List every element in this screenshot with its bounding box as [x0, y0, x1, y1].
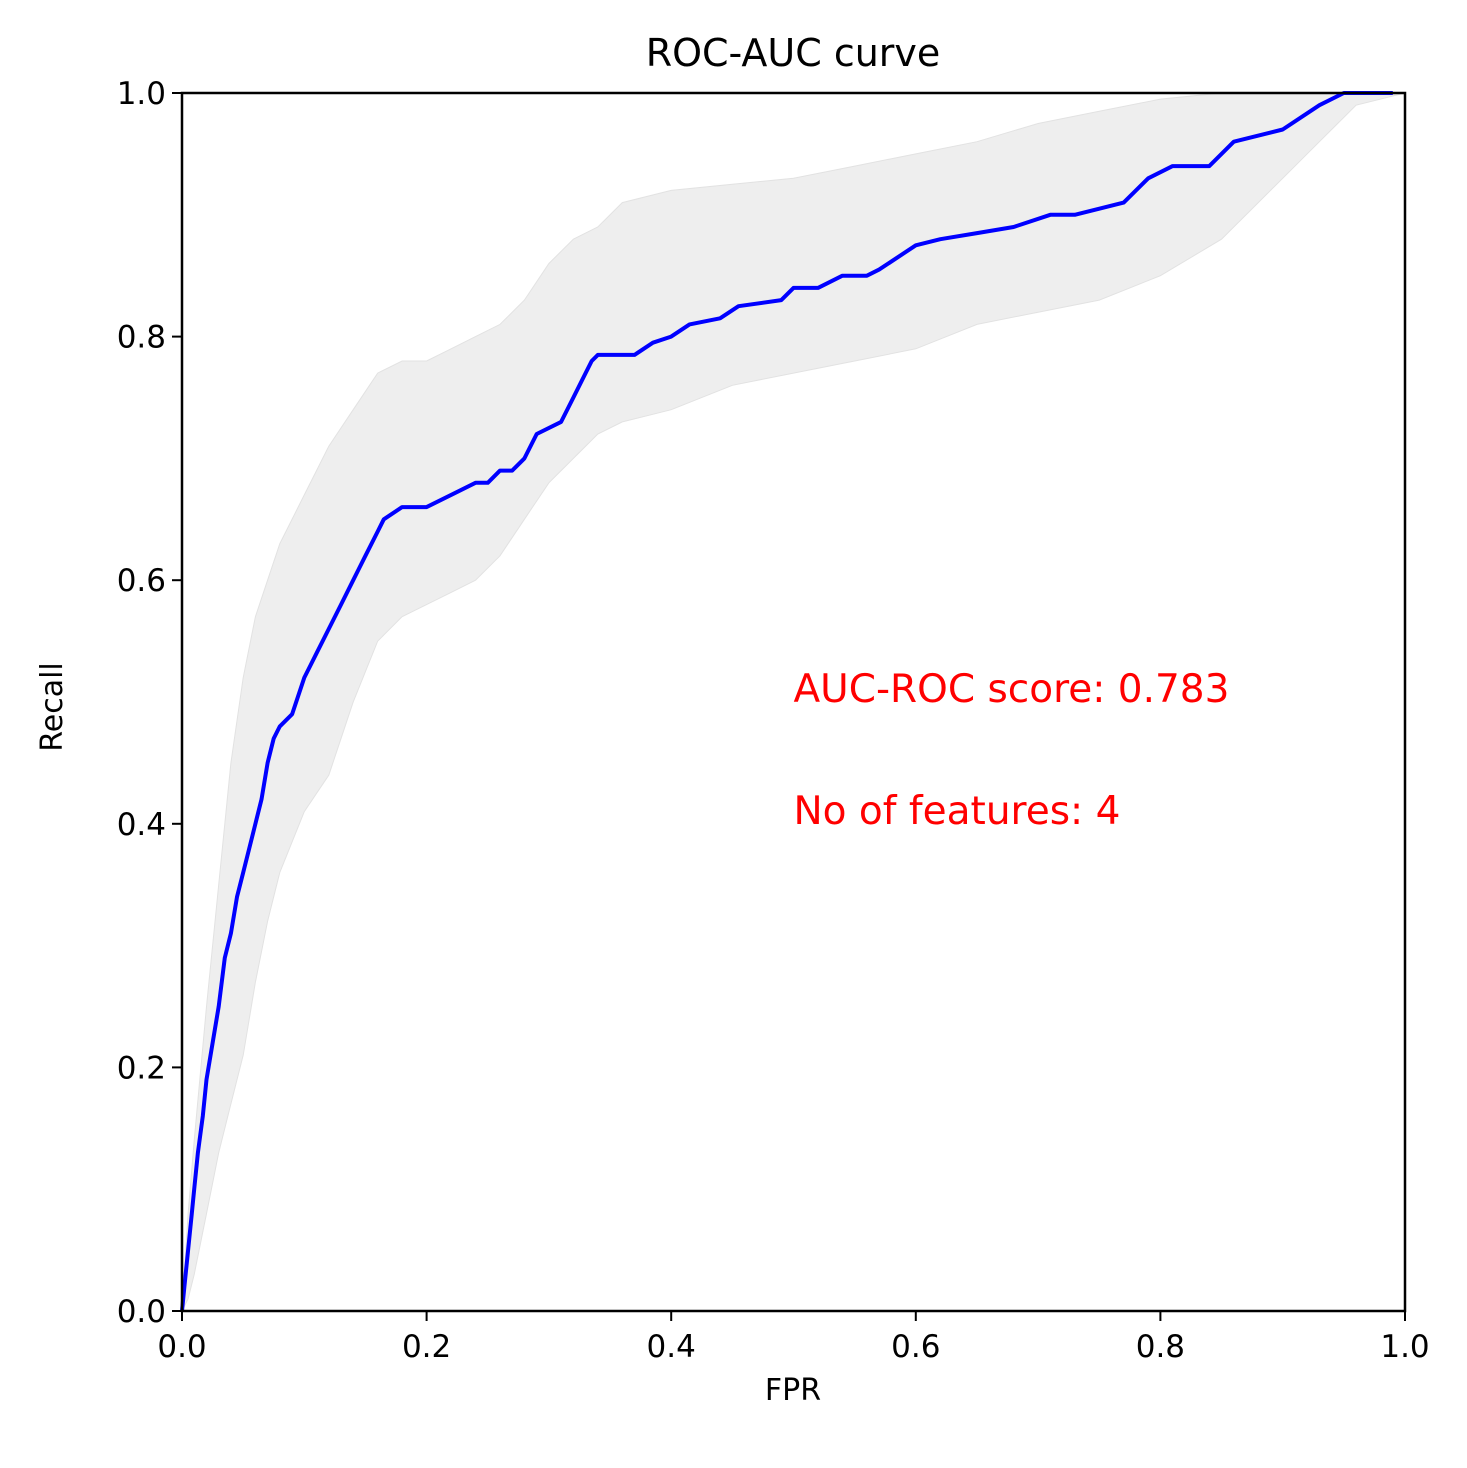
x-tick-label: 0.2 — [402, 1329, 451, 1365]
x-tick-label: 0.4 — [647, 1329, 696, 1365]
y-tick-label: 0.2 — [117, 1050, 166, 1086]
plot-frame — [180, 91, 1407, 1313]
chart-title: ROC-AUC curve — [646, 31, 941, 75]
annotation-1: No of features: 4 — [794, 789, 1121, 834]
x-tick-label: 0.6 — [891, 1329, 940, 1365]
y-tick-label: 0.0 — [117, 1294, 166, 1330]
y-tick-label: 1.0 — [117, 76, 166, 112]
annotation-0: AUC-ROC score: 0.783 — [794, 667, 1230, 712]
y-axis-label: Recall — [35, 662, 70, 752]
y-tick-label: 0.4 — [117, 807, 166, 843]
x-tick-label: 1.0 — [1380, 1329, 1429, 1365]
y-tick-label: 0.8 — [117, 320, 166, 356]
roc-curve-line-0 — [180, 91, 1393, 1312]
x-tick-label: 0.0 — [157, 1329, 206, 1365]
x-axis-label: FPR — [765, 1373, 821, 1408]
x-tick-label: 0.8 — [1136, 1329, 1185, 1365]
plot-area: 0.0 0.2 0.4 0.6 0.8 1.0 0.0 0.2 0.4 0.6 0.8 1.0 AUC-… — [117, 76, 1430, 1365]
y-tick-label: 0.6 — [117, 563, 166, 599]
